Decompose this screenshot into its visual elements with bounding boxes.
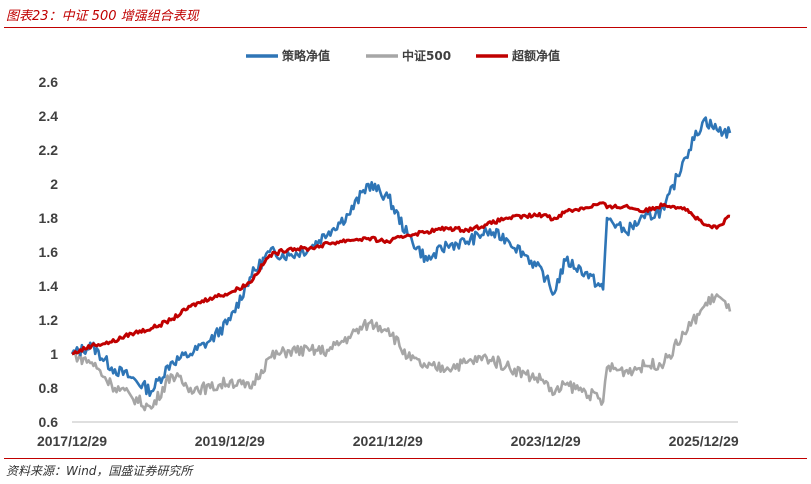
legend-label: 中证500 — [402, 48, 451, 63]
series-line-1 — [71, 293, 732, 412]
y-tick-label: 2.6 — [39, 74, 59, 90]
y-tick-label: 1.4 — [39, 278, 59, 294]
legend: 策略净值 中证500 超额净值 — [246, 48, 560, 63]
y-tick-label: 0.8 — [39, 380, 59, 396]
x-tick-label: 2019/12/29 — [195, 433, 265, 449]
legend-label: 策略净值 — [282, 48, 330, 63]
y-tick-label: 1.2 — [39, 312, 59, 328]
y-tick-label: 1.6 — [39, 244, 59, 260]
x-tick-label: 2025/12/29 — [669, 433, 739, 449]
source-note: 资料来源：Wind，国盛证券研究所 — [6, 464, 193, 478]
y-axis-ticks: 0.6 0.8 1 1.2 1.4 1.6 1.8 2 2.2 2.4 2.6 — [39, 74, 59, 430]
x-tick-label: 2021/12/29 — [353, 433, 423, 449]
legend-label: 超额净值 — [511, 48, 560, 63]
x-tick-label: 2023/12/29 — [511, 433, 581, 449]
series-group — [70, 116, 732, 412]
source-rule — [4, 458, 807, 459]
y-tick-label: 2.4 — [39, 108, 59, 124]
series-line-2 — [71, 201, 731, 356]
y-tick-label: 1.8 — [39, 210, 59, 226]
x-tick-label: 2017/12/29 — [37, 433, 107, 449]
y-tick-label: 0.6 — [39, 414, 59, 430]
y-tick-label: 2 — [50, 176, 58, 192]
y-tick-label: 1 — [50, 346, 58, 362]
y-tick-label: 2.2 — [39, 142, 59, 158]
series-line-0 — [70, 116, 732, 398]
x-axis-ticks: 2017/12/29 2019/12/29 2021/12/29 2023/12/29… — [37, 433, 739, 449]
title-rule — [4, 27, 807, 28]
figure-title: 图表23：中证 500 增强组合表现 — [6, 9, 199, 24]
